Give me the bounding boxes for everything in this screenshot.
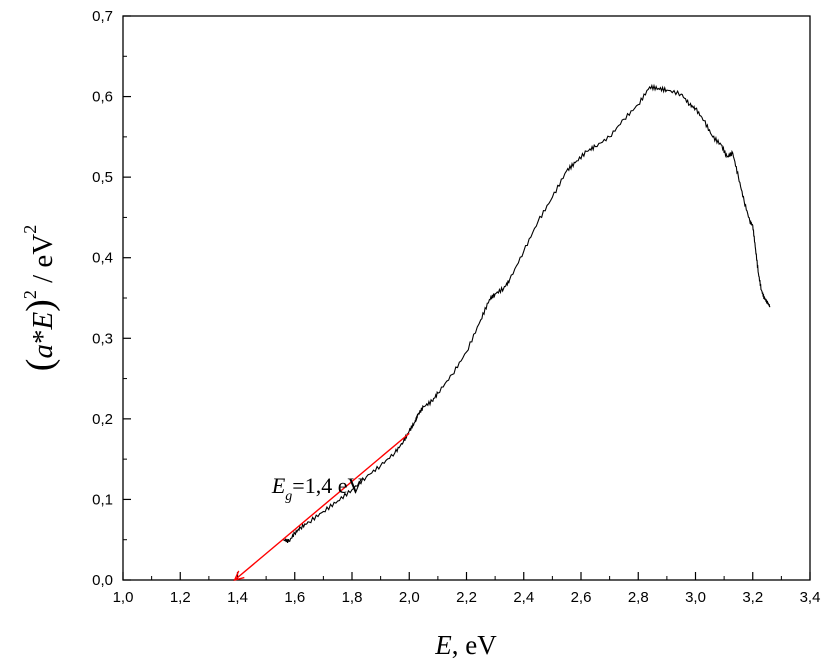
fit-arrow-head (233, 570, 245, 582)
y-tick-labels: 0,0 0,1 0,2 0,3 0,4 0,5 0,6 0,7 (92, 8, 113, 589)
tick-marks (122, 15, 811, 581)
y-tick-label: 0,1 (92, 491, 113, 508)
x-tick-label: 1,8 (342, 589, 363, 606)
x-tick-label: 1,6 (284, 589, 305, 606)
band-gap-annotation: Eg=1,4 eV (271, 473, 364, 504)
x-tick-label: 3,0 (685, 589, 706, 606)
linear-fit-line (234, 432, 410, 581)
y-axis-title: (a*E)2 / eV2 (19, 225, 61, 371)
spectrum-series-line (283, 83, 771, 544)
x-tick-label: 3,4 (800, 589, 821, 606)
y-tick-label: 0,7 (92, 8, 113, 25)
y-tick-label: 0,2 (92, 411, 113, 428)
x-tick-label: 1,2 (170, 589, 191, 606)
x-tick-label: 2,4 (513, 589, 534, 606)
x-axis-title: E, eV (434, 630, 497, 660)
y-tick-label: 0,5 (92, 169, 113, 186)
x-tick-label: 3,2 (742, 589, 763, 606)
x-tick-label: 2,0 (399, 589, 420, 606)
y-tick-label: 0,0 (92, 572, 113, 589)
series-layer (233, 83, 771, 582)
x-tick-label: 2,6 (571, 589, 592, 606)
y-tick-label: 0,3 (92, 330, 113, 347)
plot-frame (122, 15, 811, 581)
x-tick-label: 2,8 (628, 589, 649, 606)
y-tick-label: 0,6 (92, 89, 113, 106)
x-tick-label: 2,2 (456, 589, 477, 606)
x-tick-label: 1,4 (227, 589, 248, 606)
x-tick-labels: 1,0 1,2 1,4 1,6 1,8 2,0 2,2 2,4 2,6 2,8 3,0 3,2 3,4 (113, 589, 821, 606)
y-tick-label: 0,4 (92, 250, 113, 267)
x-tick-label: 1,0 (113, 589, 134, 606)
